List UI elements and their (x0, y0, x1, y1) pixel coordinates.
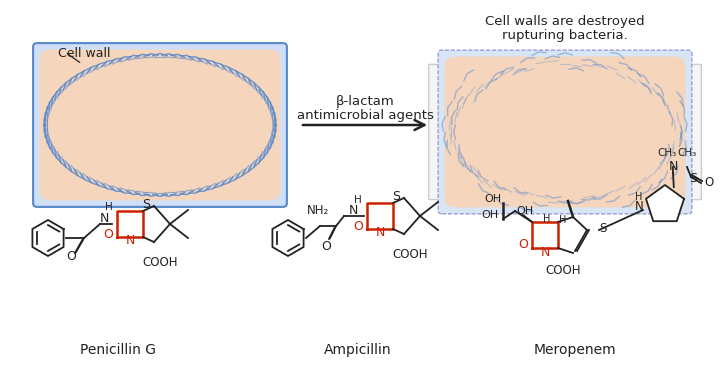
Text: O: O (353, 220, 363, 233)
Text: OH: OH (516, 206, 534, 216)
Text: COOH: COOH (545, 264, 581, 277)
Text: H: H (559, 215, 567, 225)
Text: COOH: COOH (392, 247, 428, 261)
Text: NH₂: NH₂ (307, 204, 329, 217)
Text: O: O (704, 176, 714, 190)
Text: Penicillin G: Penicillin G (80, 343, 156, 357)
Text: CH₃: CH₃ (678, 148, 697, 158)
Polygon shape (532, 222, 558, 248)
Text: N: N (375, 226, 384, 239)
Text: S: S (392, 190, 400, 203)
FancyBboxPatch shape (438, 50, 692, 214)
Text: O: O (103, 228, 113, 241)
Text: antimicrobial agents: antimicrobial agents (297, 109, 433, 122)
Text: S: S (689, 173, 697, 185)
Text: CH₃: CH₃ (657, 148, 677, 158)
Text: H: H (635, 192, 643, 202)
Text: N: N (125, 234, 135, 247)
Text: N: N (348, 204, 358, 217)
Text: Ampicillin: Ampicillin (324, 343, 392, 357)
Text: N: N (668, 160, 678, 174)
Text: H: H (354, 195, 361, 205)
Text: Cell wall: Cell wall (58, 47, 110, 60)
Text: H: H (544, 214, 551, 224)
Text: OH: OH (482, 210, 498, 220)
FancyBboxPatch shape (428, 64, 701, 200)
Text: S: S (599, 222, 606, 234)
Text: N: N (634, 201, 644, 214)
Text: Cell walls are destroyed: Cell walls are destroyed (485, 15, 645, 28)
Text: H: H (105, 202, 113, 212)
Text: COOH: COOH (143, 255, 178, 269)
Text: N: N (99, 212, 109, 225)
Text: β-lactam: β-lactam (336, 95, 395, 108)
Polygon shape (646, 185, 684, 221)
FancyBboxPatch shape (40, 50, 280, 200)
Text: Meropenem: Meropenem (534, 343, 616, 357)
Polygon shape (117, 211, 143, 237)
FancyBboxPatch shape (445, 57, 685, 207)
Text: N: N (540, 245, 549, 258)
FancyBboxPatch shape (33, 43, 287, 207)
Text: rupturing bacteria.: rupturing bacteria. (502, 29, 628, 42)
Text: S: S (142, 198, 150, 211)
Text: O: O (321, 239, 331, 252)
Polygon shape (367, 203, 393, 229)
Text: OH: OH (485, 194, 502, 204)
Text: O: O (518, 239, 528, 252)
Text: O: O (66, 250, 76, 263)
